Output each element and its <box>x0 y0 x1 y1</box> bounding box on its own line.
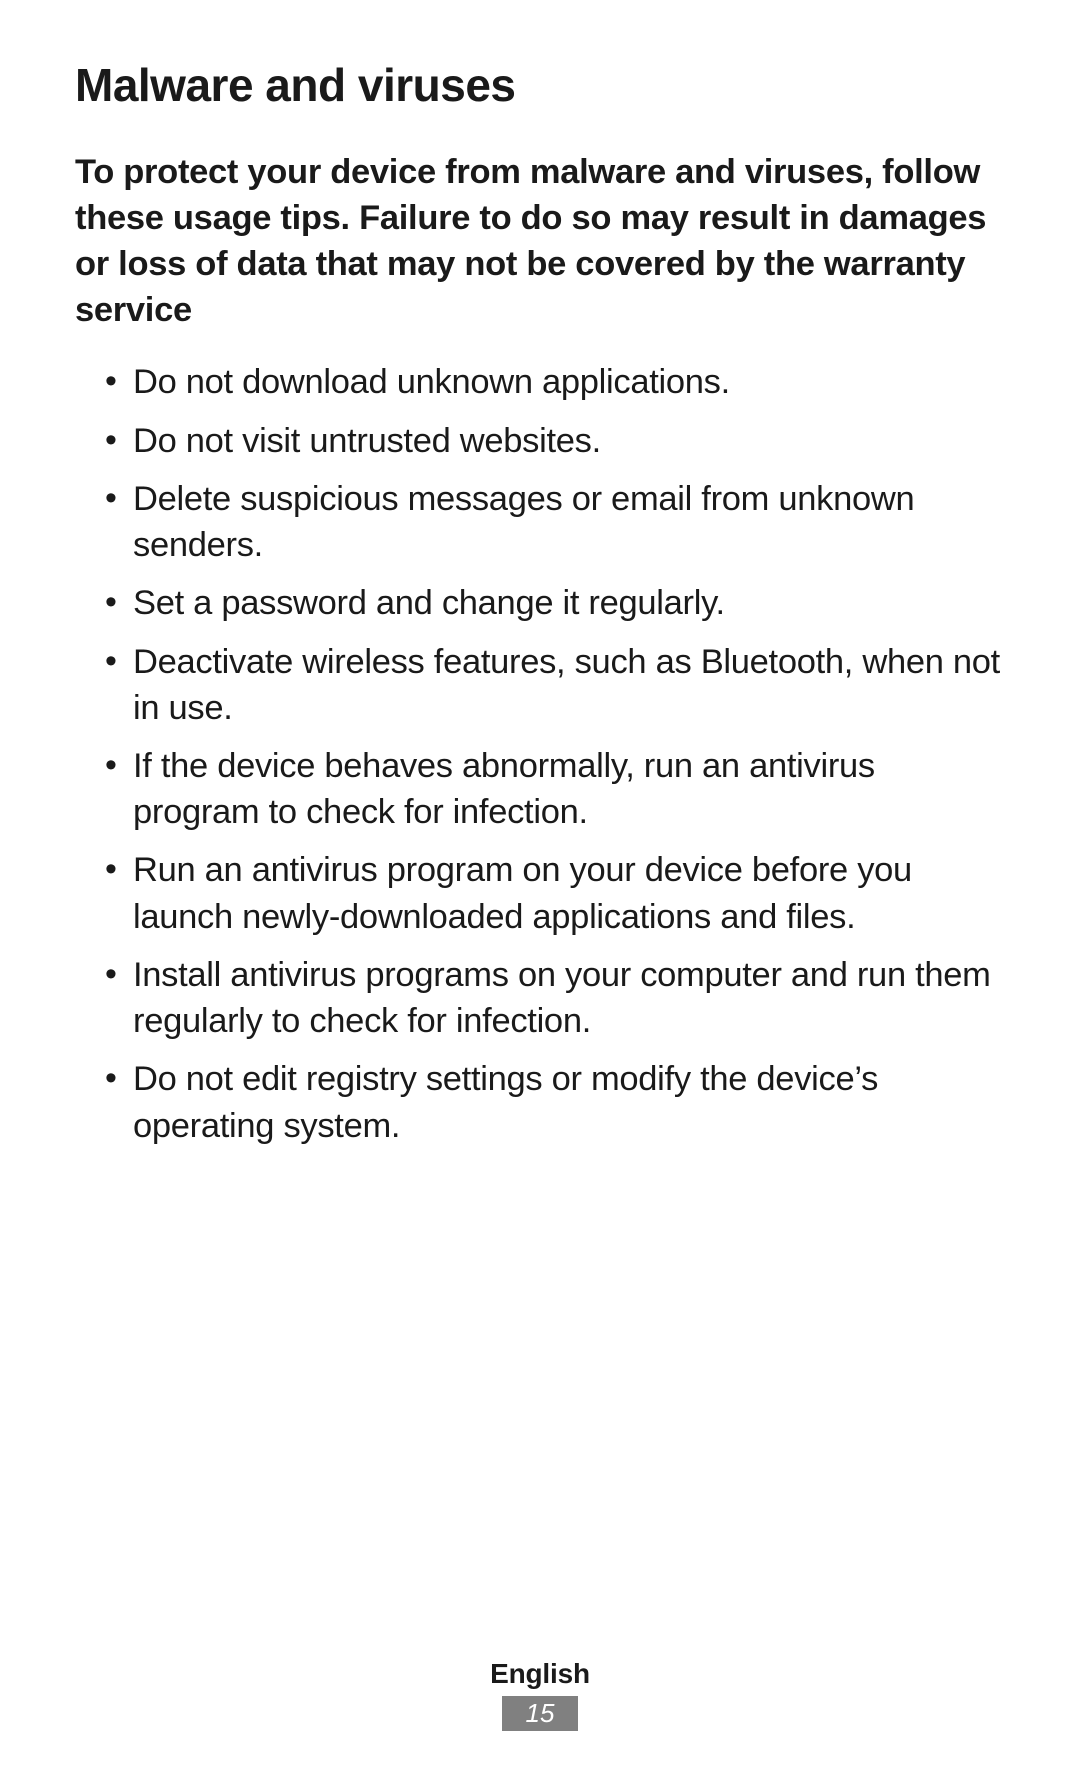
footer-language: English <box>0 1658 1080 1690</box>
footer-page-number: 15 <box>502 1696 579 1731</box>
list-item: Run an antivirus program on your device … <box>105 847 1005 939</box>
list-item: Set a password and change it regularly. <box>105 580 1005 626</box>
manual-page: Malware and viruses To protect your devi… <box>0 0 1080 1771</box>
page-footer: English 15 <box>0 1658 1080 1731</box>
list-item: Delete suspicious messages or email from… <box>105 476 1005 568</box>
list-item: Install antivirus programs on your compu… <box>105 952 1005 1044</box>
section-heading: Malware and viruses <box>75 60 1005 111</box>
list-item: Do not visit untrusted websites. <box>105 418 1005 464</box>
list-item: Deactivate wireless features, such as Bl… <box>105 639 1005 731</box>
tips-list: Do not download unknown applications. Do… <box>75 359 1005 1148</box>
intro-paragraph: To protect your device from malware and … <box>75 149 1005 334</box>
list-item: Do not download unknown applications. <box>105 359 1005 405</box>
list-item: If the device behaves abnormally, run an… <box>105 743 1005 835</box>
list-item: Do not edit registry settings or modify … <box>105 1056 1005 1148</box>
